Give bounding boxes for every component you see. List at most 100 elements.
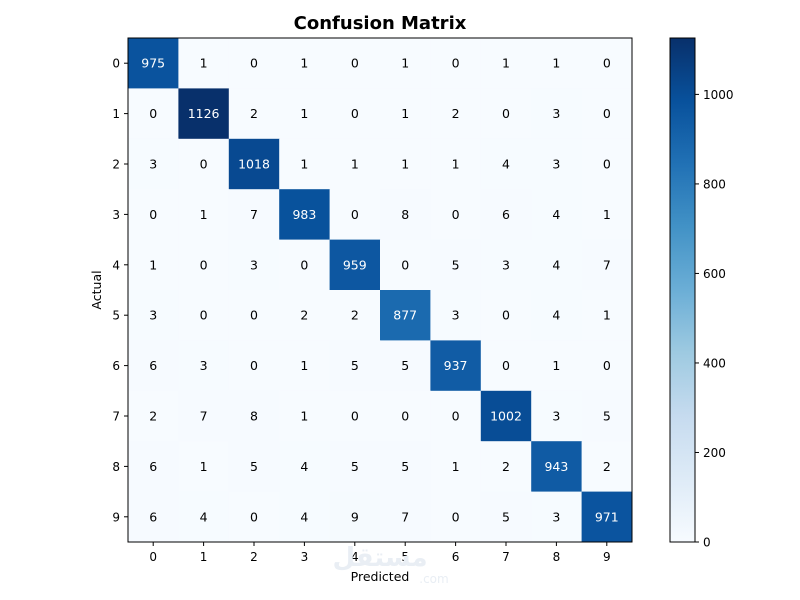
heatmap-cell [178, 239, 230, 291]
x-tick-label: 3 [301, 550, 309, 564]
cell-value-label: 7 [603, 257, 611, 272]
cell-value-label: 0 [603, 106, 611, 121]
y-axis-label: Actual [89, 270, 104, 309]
cell-value-label: 4 [200, 509, 208, 524]
x-tick-label: 6 [452, 550, 460, 564]
cell-value-label: 2 [502, 459, 510, 474]
heatmap-cell [430, 38, 482, 89]
heatmap-cell [531, 189, 583, 241]
heatmap-cell [128, 491, 179, 543]
cell-value-label: 1 [401, 56, 409, 71]
cell-value-label: 1126 [188, 106, 220, 121]
cell-value-label: 9 [351, 509, 359, 524]
cell-value-label: 1 [603, 207, 611, 222]
watermark-text: مستقل [332, 543, 427, 573]
heatmap-cell [430, 88, 482, 140]
heatmap-cell [128, 138, 179, 190]
cell-value-label: 6 [502, 207, 510, 222]
cell-value-label: 0 [452, 56, 460, 71]
heatmap-cell [430, 491, 482, 543]
heatmap-cell [228, 491, 280, 543]
x-tick-label: 9 [603, 550, 611, 564]
colorbar-ticks: 0 200 400 600 800 1000 [695, 88, 734, 550]
heatmap-cell [480, 390, 532, 442]
heatmap-cell [430, 138, 482, 190]
heatmap-cell [531, 491, 583, 543]
x-tick-label: 2 [250, 550, 258, 564]
heatmap-cell [329, 189, 381, 241]
y-tick-label: 9 [112, 510, 120, 524]
heatmap-cell [380, 88, 431, 140]
watermark-domain: .com [419, 572, 448, 586]
heatmap-cell [430, 189, 482, 241]
cell-value-label: 2 [300, 308, 308, 323]
cell-value-label: 3 [552, 509, 560, 524]
heatmap-cell [128, 290, 179, 341]
cell-value-label: 0 [452, 409, 460, 424]
cell-value-label: 3 [502, 257, 510, 272]
colorbar-tick-label: 1000 [703, 88, 734, 102]
heatmap-cell [279, 138, 331, 190]
cell-value-label: 5 [452, 257, 460, 272]
cell-value-label: 0 [149, 106, 157, 121]
cell-value-label: 2 [351, 308, 359, 323]
cell-value-label: 7 [401, 509, 409, 524]
cell-value-label: 877 [393, 308, 417, 323]
heatmap-cell [380, 491, 431, 543]
heatmap-cell [178, 491, 230, 543]
cell-value-label: 4 [552, 207, 560, 222]
heatmap-cell [430, 441, 482, 493]
heatmap-cell [531, 239, 583, 291]
cell-value-label: 5 [603, 409, 611, 424]
heatmap-cell [178, 340, 230, 392]
heatmap-cell [581, 189, 633, 241]
y-tick-label: 8 [112, 460, 120, 474]
heatmap-cell [329, 390, 381, 442]
heatmap-cell [228, 88, 280, 140]
cell-value-label: 1 [401, 106, 409, 121]
colorbar-tick-label: 400 [703, 356, 726, 370]
cell-value-label: 3 [149, 157, 157, 172]
heatmap-cell [531, 290, 583, 341]
heatmap-cell [128, 239, 179, 291]
heatmap-cell [531, 88, 583, 140]
cell-value-label: 0 [452, 509, 460, 524]
heatmap-cell [279, 189, 331, 241]
cell-value-label: 8 [250, 409, 258, 424]
cell-value-label: 0 [300, 257, 308, 272]
cell-value-label: 5 [351, 358, 359, 373]
heatmap-cell [178, 138, 230, 190]
cell-value-label: 0 [603, 157, 611, 172]
colorbar-tick-label: 600 [703, 267, 726, 281]
cell-value-label: 4 [300, 509, 308, 524]
x-axis-ticks: 0 1 2 3 4 5 6 7 8 9 [149, 542, 611, 564]
heatmap-cell [380, 390, 431, 442]
cell-value-label: 4 [300, 459, 308, 474]
heatmap-cell [279, 390, 331, 442]
heatmap-cell [329, 138, 381, 190]
heatmap-cell [329, 239, 381, 291]
cell-value-label: 959 [343, 257, 367, 272]
cell-value-label: 1 [300, 56, 308, 71]
plot-frame [127, 37, 633, 543]
cell-value-label: 0 [250, 56, 258, 71]
heatmap-cell [430, 390, 482, 442]
y-tick-label: 5 [112, 309, 120, 323]
heatmap-cell [480, 441, 532, 493]
cell-value-label: 6 [149, 509, 157, 524]
heatmap-cell [480, 88, 532, 140]
cell-value-label: 0 [603, 358, 611, 373]
heatmap-cell [128, 38, 179, 89]
heatmap-cell [531, 390, 583, 442]
heatmap-cell [128, 390, 179, 442]
cell-value-label: 0 [401, 409, 409, 424]
y-tick-label: 7 [112, 410, 120, 424]
heatmap-cell [279, 239, 331, 291]
heatmap-cell [279, 290, 331, 341]
heatmap-cell [581, 239, 633, 291]
heatmap-cell [228, 340, 280, 392]
heatmap-cell [531, 38, 583, 89]
heatmap-cell [228, 138, 280, 190]
cell-value-label: 1 [300, 157, 308, 172]
x-tick-label: 0 [149, 550, 157, 564]
